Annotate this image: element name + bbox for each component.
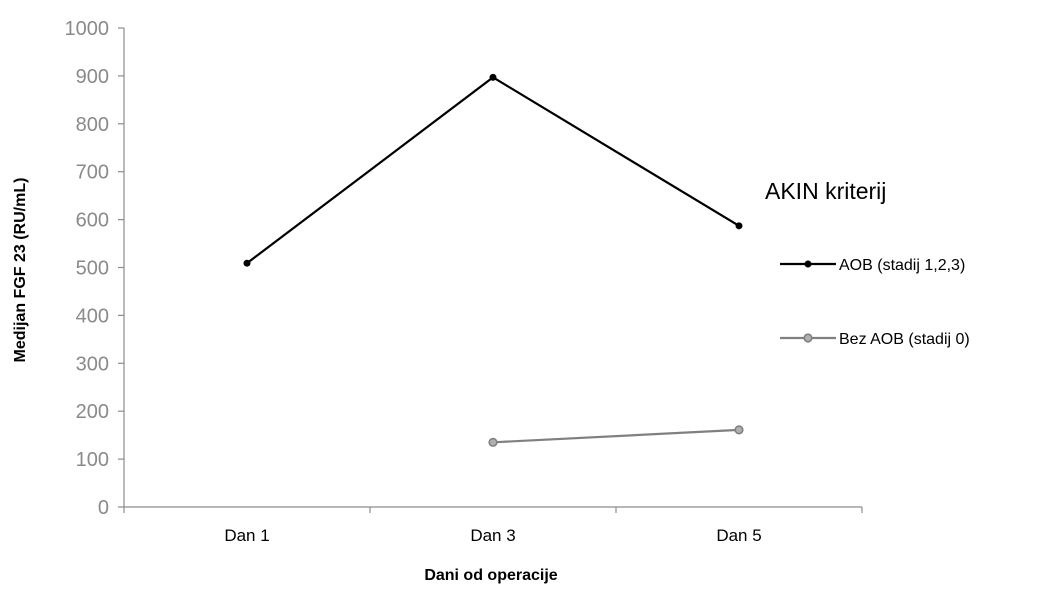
legend-swatch-marker	[804, 260, 812, 268]
y-tick-label: 800	[76, 114, 109, 136]
legend-label: Bez AOB (stadij 0)	[839, 331, 970, 348]
x-axis-ticks: Dan 1 Dan 3 Dan 5	[123, 507, 863, 545]
data-point	[489, 73, 497, 81]
y-tick-label: 100	[76, 449, 109, 471]
data-point	[243, 259, 251, 267]
y-tick-label: 700	[76, 162, 109, 184]
y-tick-label: 400	[76, 305, 109, 327]
y-tick-label: 1000	[65, 18, 110, 40]
y-tick-label: 900	[76, 66, 109, 88]
y-tick-label: 0	[98, 497, 109, 519]
legend: AOB (stadij 1,2,3) Bez AOB (stadij 0)	[780, 257, 970, 348]
series-layer	[243, 73, 744, 447]
data-point	[488, 437, 498, 447]
x-tick-label: Dan 3	[470, 526, 515, 545]
y-tick-label: 500	[76, 258, 109, 280]
y-tick-label: 200	[76, 401, 109, 423]
y-axis-title: Medijan FGF 23 (RU/mL)	[12, 178, 29, 363]
legend-swatch-marker	[803, 333, 813, 343]
data-point	[735, 222, 743, 230]
x-tick-label: Dan 1	[224, 526, 269, 545]
legend-title: AKIN kriterij	[765, 178, 886, 204]
x-tick-label: Dan 5	[716, 526, 761, 545]
y-tick-label: 600	[76, 210, 109, 232]
series-line-2	[492, 428, 740, 444]
legend-label: AOB (stadij 1,2,3)	[839, 257, 965, 274]
y-tick-label: 300	[76, 353, 109, 375]
data-point	[734, 425, 744, 435]
y-axis-ticks: 0 100 200 300 400 500 600 700 800 900 1000	[65, 18, 124, 519]
series-line-1	[246, 76, 740, 265]
x-axis-title: Dani od operacije	[424, 567, 557, 584]
